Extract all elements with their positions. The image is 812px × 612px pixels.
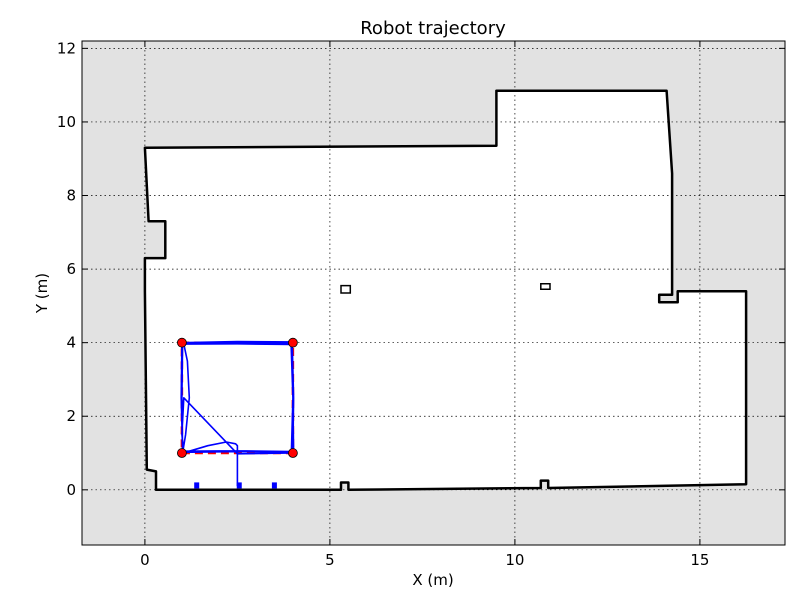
y-tick-label: 0 bbox=[66, 481, 76, 499]
y-tick-label: 8 bbox=[66, 187, 76, 205]
x-tick-label: 10 bbox=[505, 551, 524, 569]
plot-area: 0 5 10 15 0 2 4 6 8 10 12 bbox=[57, 39, 786, 569]
beacon-marker bbox=[271, 482, 277, 489]
x-axis-label: X (m) bbox=[412, 571, 453, 589]
plot-frame bbox=[81, 40, 786, 546]
waypoint-marker bbox=[287, 448, 298, 458]
chart-title: Robot trajectory bbox=[360, 18, 506, 39]
map-obstacle bbox=[540, 283, 551, 291]
beacon-marker bbox=[236, 482, 242, 489]
beacon-marker bbox=[194, 482, 200, 489]
waypoint-marker bbox=[287, 337, 298, 348]
y-tick-label: 12 bbox=[57, 39, 76, 57]
x-tick-label: 5 bbox=[325, 551, 335, 569]
y-tick-label: 10 bbox=[57, 113, 76, 131]
waypoint-marker bbox=[176, 448, 187, 458]
y-tick-label: 6 bbox=[66, 260, 76, 278]
map-boundary bbox=[143, 89, 748, 492]
y-tick-label: 2 bbox=[66, 407, 76, 425]
y-tick-label: 4 bbox=[66, 334, 76, 352]
x-tick-label: 0 bbox=[140, 551, 150, 569]
waypoint-marker bbox=[176, 337, 187, 348]
x-tick-label: 15 bbox=[690, 551, 709, 569]
map-obstacle bbox=[340, 284, 352, 294]
y-axis-label: Y (m) bbox=[33, 273, 51, 314]
